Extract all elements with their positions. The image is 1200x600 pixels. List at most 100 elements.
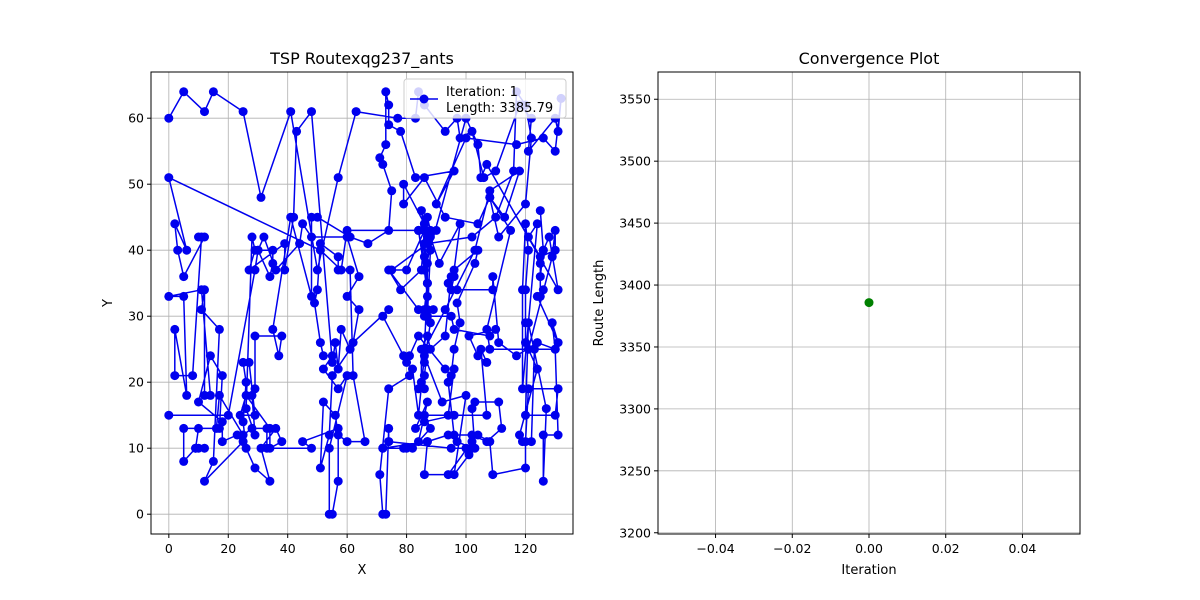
- tsp-city-point: [443, 470, 453, 480]
- tsp-city-point: [399, 443, 409, 453]
- tsp-city-point: [488, 470, 498, 480]
- tsp-city-point: [345, 265, 355, 275]
- tsp-y-tick-label: 20: [128, 375, 144, 390]
- tsp-city-point: [422, 278, 432, 288]
- tsp-city-point: [200, 107, 209, 117]
- tsp-city-point: [250, 410, 260, 420]
- tsp-city-point: [223, 410, 233, 420]
- tsp-city-point: [446, 311, 456, 321]
- tsp-y-tick-label: 50: [128, 177, 144, 192]
- tsp-city-point: [208, 87, 218, 97]
- tsp-city-point: [482, 159, 492, 169]
- tsp-city-point: [437, 397, 447, 407]
- tsp-city-point: [214, 390, 224, 400]
- tsp-city-point: [470, 397, 480, 407]
- tsp-city-point: [491, 324, 501, 334]
- tsp-city-point: [449, 265, 459, 275]
- tsp-city-point: [265, 272, 275, 282]
- tsp-city-point: [491, 212, 501, 222]
- tsp-city-point: [378, 509, 388, 519]
- tsp-city-point: [476, 173, 486, 183]
- tsp-legend-iteration: Iteration: 1: [446, 85, 518, 100]
- tsp-city-point: [241, 377, 251, 387]
- tsp-city-point: [467, 126, 477, 136]
- tsp-route-chart: TSP Routexqg237_ants 0 20 40 60 80 100 120 0 10 2…: [101, 49, 574, 578]
- convergence-x-tick-label: 0.04: [1009, 541, 1037, 556]
- tsp-city-point: [384, 100, 394, 110]
- tsp-city-point: [318, 397, 328, 407]
- tsp-city-point: [467, 232, 477, 242]
- convergence-y-axis-label: Route Length: [592, 260, 607, 347]
- tsp-city-point: [274, 351, 284, 361]
- tsp-city-point: [485, 344, 495, 354]
- tsp-city-point: [327, 351, 337, 361]
- tsp-city-point: [523, 232, 533, 242]
- tsp-city-point: [277, 331, 287, 341]
- tsp-city-point: [333, 173, 343, 183]
- tsp-city-point: [384, 384, 394, 394]
- tsp-city-point: [440, 126, 450, 136]
- tsp-city-point: [419, 417, 429, 427]
- tsp-city-point: [396, 126, 406, 136]
- tsp-city-point: [521, 318, 530, 328]
- tsp-city-point: [541, 404, 551, 414]
- tsp-city-point: [521, 219, 530, 229]
- tsp-city-point: [506, 225, 516, 235]
- tsp-city-point: [307, 107, 316, 117]
- tsp-city-point: [425, 245, 435, 255]
- tsp-city-point: [307, 443, 316, 453]
- tsp-city-point: [425, 232, 435, 242]
- convergence-x-tick-label: 0.00: [855, 541, 883, 556]
- tsp-city-point: [214, 324, 224, 334]
- tsp-city-point: [200, 232, 209, 242]
- tsp-city-point: [521, 410, 530, 420]
- tsp-city-point: [544, 232, 554, 242]
- tsp-city-point: [494, 397, 504, 407]
- tsp-city-point: [241, 404, 251, 414]
- tsp-city-point: [197, 305, 206, 315]
- tsp-city-point: [330, 338, 340, 348]
- tsp-city-point: [381, 87, 391, 97]
- tsp-city-point: [342, 225, 352, 235]
- tsp-city-point: [461, 133, 471, 143]
- tsp-city-point: [532, 219, 542, 229]
- tsp-city-point: [179, 87, 189, 97]
- tsp-city-point: [553, 126, 563, 136]
- tsp-city-point: [532, 364, 542, 374]
- tsp-city-point: [333, 430, 343, 440]
- tsp-city-point: [419, 173, 429, 183]
- tsp-city-point: [446, 443, 456, 453]
- tsp-city-point: [315, 245, 325, 255]
- tsp-city-point: [443, 430, 453, 440]
- tsp-city-point: [494, 232, 504, 242]
- tsp-city-point: [428, 305, 438, 315]
- tsp-route: [164, 87, 566, 519]
- tsp-city-point: [452, 437, 462, 447]
- tsp-city-point: [342, 232, 352, 242]
- tsp-city-point: [375, 470, 385, 480]
- tsp-city-point: [419, 219, 429, 229]
- tsp-city-point: [315, 463, 325, 473]
- tsp-city-point: [535, 258, 545, 268]
- tsp-city-point: [414, 331, 423, 341]
- tsp-city-point: [182, 245, 192, 255]
- tsp-city-point: [286, 107, 296, 117]
- tsp-city-point: [315, 239, 325, 249]
- tsp-city-point: [550, 146, 560, 156]
- tsp-legend-length: Length: 3385.79: [446, 101, 553, 116]
- tsp-city-point: [217, 417, 227, 427]
- tsp-city-point: [268, 324, 278, 334]
- tsp-city-point: [164, 173, 174, 183]
- tsp-city-point: [491, 166, 501, 176]
- tsp-city-point: [422, 291, 432, 301]
- tsp-city-point: [518, 384, 527, 394]
- tsp-city-point: [440, 305, 450, 315]
- tsp-city-point: [512, 351, 521, 361]
- tsp-city-point: [295, 239, 305, 249]
- tsp-city-point: [434, 258, 444, 268]
- tsp-city-point: [384, 437, 394, 447]
- tsp-city-point: [473, 245, 483, 255]
- tsp-city-point: [384, 120, 394, 130]
- tsp-city-point: [521, 463, 530, 473]
- tsp-city-point: [485, 186, 495, 196]
